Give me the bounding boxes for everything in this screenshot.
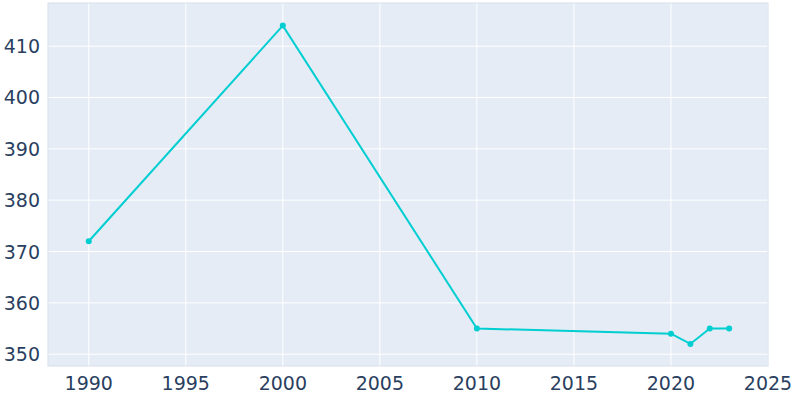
x-grid-line <box>379 3 380 366</box>
data-point <box>668 331 674 337</box>
chart: 1990 1995 2000 2005 2010 2015 2020 2025 350 360 37… <box>0 0 800 400</box>
y-tick-label: 370 <box>4 241 40 263</box>
data-point <box>474 326 480 332</box>
y-tick-label: 360 <box>4 292 40 314</box>
x-tick-label: 1995 <box>162 372 210 394</box>
data-line <box>89 26 729 344</box>
y-tick-label: 410 <box>4 35 40 57</box>
x-tick-label: 1990 <box>65 372 113 394</box>
data-group <box>86 23 732 347</box>
y-grid-line <box>48 97 768 98</box>
x-grid-line <box>282 3 283 366</box>
y-tick-label: 390 <box>4 138 40 160</box>
y-grid-line <box>48 148 768 149</box>
y-tick-label: 380 <box>4 189 40 211</box>
data-point <box>86 238 92 244</box>
y-grid-line <box>48 251 768 252</box>
x-grid-line <box>670 3 671 366</box>
y-tick-label: 350 <box>4 343 40 365</box>
data-point <box>280 23 286 29</box>
x-grid-line <box>476 3 477 366</box>
y-tick-label: 400 <box>4 86 40 108</box>
x-grid-line <box>88 3 89 366</box>
data-point <box>707 326 713 332</box>
plot-background <box>48 3 768 366</box>
data-point <box>726 326 732 332</box>
y-grid-line <box>48 302 768 303</box>
x-grid-line <box>185 3 186 366</box>
data-point <box>687 341 693 347</box>
x-tick-label: 2010 <box>453 372 501 394</box>
y-grid-line <box>48 46 768 47</box>
plot-frame <box>48 3 768 366</box>
x-tick-label: 2025 <box>744 372 792 394</box>
x-tick-label: 2000 <box>259 372 307 394</box>
x-grid-line <box>573 3 574 366</box>
y-grid-line <box>48 200 768 201</box>
x-tick-label: 2015 <box>550 372 598 394</box>
y-grid-line <box>48 354 768 355</box>
x-tick-label: 2020 <box>647 372 695 394</box>
x-tick-label: 2005 <box>356 372 404 394</box>
